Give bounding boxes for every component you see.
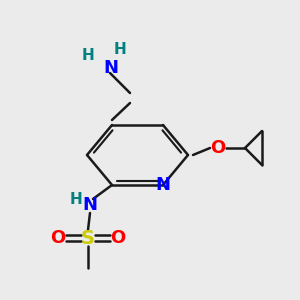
- Text: N: N: [155, 176, 170, 194]
- Text: O: O: [110, 229, 126, 247]
- Text: H: H: [70, 191, 83, 206]
- Text: H: H: [114, 43, 126, 58]
- Text: O: O: [210, 139, 226, 157]
- Text: N: N: [103, 59, 118, 77]
- Text: H: H: [82, 47, 94, 62]
- Text: N: N: [82, 196, 98, 214]
- Text: O: O: [50, 229, 66, 247]
- Text: S: S: [81, 229, 95, 247]
